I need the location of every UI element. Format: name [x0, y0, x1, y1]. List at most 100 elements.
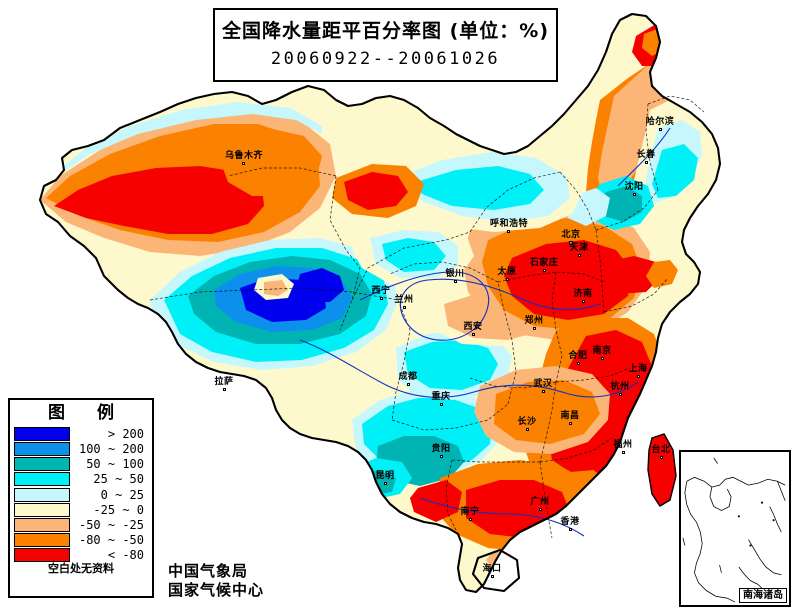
- city-marker-icon: [538, 508, 542, 511]
- city-marker-icon: [542, 269, 546, 272]
- city-label[interactable]: 太原: [489, 268, 525, 281]
- city-marker-icon: [644, 161, 648, 164]
- city-marker-icon: [471, 333, 475, 336]
- attribution-line-1: 中国气象局: [168, 562, 249, 580]
- city-label[interactable]: 武汉: [525, 380, 561, 393]
- city-marker-icon: [453, 280, 457, 283]
- city-label[interactable]: 天津: [561, 244, 597, 257]
- city-label[interactable]: 南宁: [452, 508, 488, 521]
- city-marker-icon: [383, 482, 387, 485]
- city-marker-icon: [636, 375, 640, 378]
- city-label[interactable]: 重庆: [423, 393, 459, 406]
- legend-row: 0 ~ 25: [14, 487, 148, 502]
- city-name: 昆明: [375, 471, 395, 481]
- city-marker-icon: [659, 456, 663, 459]
- city-name: 哈尔滨: [645, 117, 675, 127]
- city-label[interactable]: 南昌: [552, 412, 588, 425]
- city-marker-icon: [406, 383, 410, 386]
- legend-row: < -80: [14, 548, 148, 563]
- attribution: 中国气象局 国家气候中心: [168, 562, 264, 600]
- city-marker-icon: [581, 300, 585, 303]
- legend-label: -50 ~ -25: [78, 517, 144, 532]
- city-name: 长春: [636, 150, 656, 160]
- city-label[interactable]: 兰州: [386, 296, 422, 309]
- city-marker-icon: [568, 422, 572, 425]
- city-marker-icon: [468, 518, 472, 521]
- city-name: 乌鲁木齐: [225, 151, 264, 161]
- legend-heading: 图 例: [48, 403, 127, 423]
- city-label[interactable]: 沈阳: [616, 183, 652, 196]
- city-label[interactable]: 台北: [643, 446, 679, 459]
- title-card: 全国降水量距平百分率图 (单位：%) 20060922--20061026: [213, 8, 558, 82]
- inset-coastlines: [682, 457, 786, 603]
- city-name: 呼和浩特: [490, 219, 529, 229]
- city-name: 沈阳: [624, 182, 644, 192]
- attribution-line-2: 国家气候中心: [168, 580, 265, 599]
- city-name: 兰州: [394, 295, 414, 305]
- city-name: 海口: [482, 564, 502, 574]
- city-marker-icon: [618, 393, 622, 396]
- city-marker-icon: [577, 254, 581, 257]
- city-marker-icon: [532, 327, 536, 330]
- city-name: 福州: [613, 440, 633, 450]
- city-name: 北京: [561, 230, 581, 240]
- city-label[interactable]: 香港: [552, 518, 588, 531]
- city-marker-icon: [241, 162, 245, 165]
- legend-row: 50 ~ 100: [14, 457, 148, 472]
- city-label[interactable]: 长春: [628, 151, 664, 164]
- city-label[interactable]: 杭州: [602, 383, 638, 396]
- city-marker-icon: [621, 451, 625, 454]
- city-label[interactable]: 昆明: [367, 472, 403, 485]
- map-title: 全国降水量距平百分率图 (单位：%): [221, 20, 550, 43]
- city-label[interactable]: 西安: [455, 323, 491, 336]
- city-label[interactable]: 呼和浩特: [490, 219, 529, 233]
- city-label[interactable]: 石家庄: [526, 259, 562, 272]
- city-label[interactable]: 上海: [620, 365, 656, 378]
- national-boundary: [38, 12, 722, 594]
- inset-label: 南海诸岛: [739, 588, 787, 603]
- city-label[interactable]: 乌鲁木齐: [225, 151, 264, 165]
- city-label[interactable]: 西宁: [363, 287, 399, 300]
- city-label[interactable]: 南京: [584, 347, 620, 360]
- city-label[interactable]: 海口: [474, 565, 510, 578]
- city-label[interactable]: 合肥: [560, 352, 596, 365]
- city-label[interactable]: 广州: [522, 498, 558, 511]
- city-marker-icon: [568, 528, 572, 531]
- legend-row: -50 ~ -25: [14, 517, 148, 532]
- city-name: 天津: [569, 243, 589, 253]
- city-label[interactable]: 福州: [605, 441, 641, 454]
- city-label[interactable]: 长沙: [509, 418, 545, 431]
- city-marker-icon: [506, 230, 510, 233]
- city-marker-icon: [379, 297, 383, 300]
- city-name: 台北: [651, 445, 671, 455]
- province-boundaries: [149, 95, 705, 539]
- city-label[interactable]: 郑州: [516, 317, 552, 330]
- city-marker-icon: [600, 357, 604, 360]
- legend-swatch: [14, 457, 70, 472]
- legend-swatch: [14, 548, 70, 563]
- legend-swatch: [14, 502, 70, 517]
- city-label[interactable]: 贵阳: [423, 445, 459, 458]
- legend-label: 50 ~ 100: [86, 457, 144, 472]
- city-marker-icon: [505, 278, 509, 281]
- legend-no-data-note: 空白处无资料: [48, 561, 114, 575]
- city-label[interactable]: 哈尔滨: [642, 118, 678, 131]
- city-name: 长沙: [517, 417, 537, 427]
- city-name: 济南: [573, 289, 593, 299]
- city-name: 西宁: [371, 286, 391, 296]
- city-label[interactable]: 北京: [553, 231, 589, 245]
- rivers: [299, 127, 671, 537]
- city-label[interactable]: 银川: [437, 270, 473, 283]
- legend-swatch: [14, 487, 70, 502]
- legend-label: 0 ~ 25: [100, 487, 144, 502]
- city-name: 上海: [628, 364, 648, 374]
- city-label[interactable]: 济南: [565, 290, 601, 303]
- city-name: 南宁: [460, 507, 480, 517]
- legend-label: -25 ~ 0: [93, 502, 144, 517]
- city-label[interactable]: 成都: [390, 373, 426, 386]
- legend-swatch: [14, 442, 70, 457]
- city-name: 石家庄: [529, 258, 559, 268]
- city-label[interactable]: 拉萨: [206, 378, 242, 391]
